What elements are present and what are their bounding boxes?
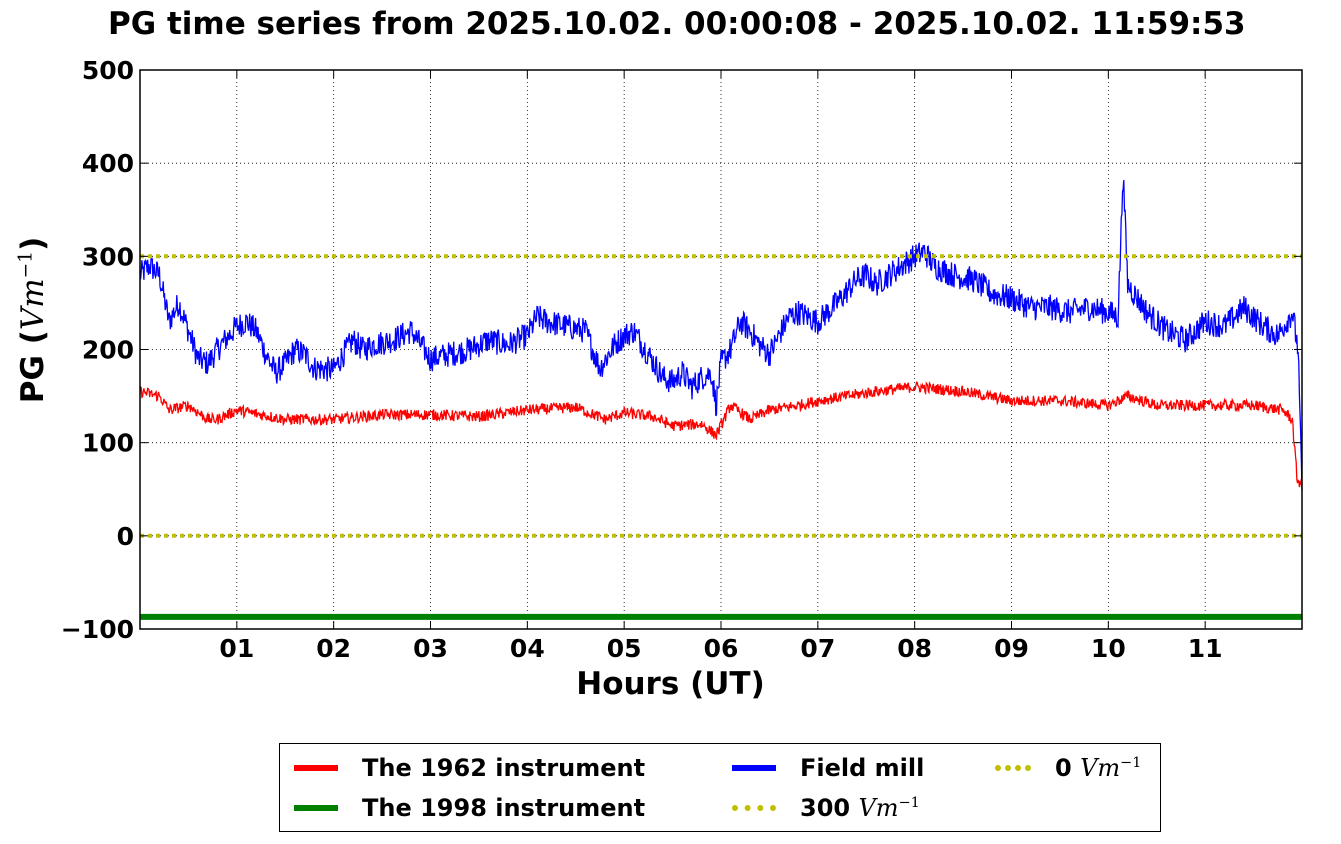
legend-unit-0-base: Vm	[1080, 754, 1121, 782]
x-tick-label: 09	[994, 634, 1029, 663]
legend-item-1962: The 1962 instrument	[294, 754, 645, 782]
y-tick-label: 500	[82, 56, 134, 85]
legend-label-1962: The 1962 instrument	[362, 754, 646, 782]
legend-unit-0: Vm−1	[1080, 754, 1141, 782]
y-axis-label-close: )	[15, 236, 51, 251]
x-tick-label: 01	[219, 634, 254, 663]
legend-item-field-mill: Field mill	[732, 754, 924, 782]
legend-label-field-mill: Field mill	[800, 754, 925, 782]
x-tick-label: 10	[1091, 634, 1126, 663]
y-tick-label: 400	[82, 149, 134, 178]
legend-label-0: 0	[1055, 754, 1072, 782]
y-axis-label-unit: Vm−1	[15, 251, 51, 330]
chart-title: PG time series from 2025.10.02. 00:00:08…	[108, 6, 1246, 42]
x-tick-label: 06	[704, 634, 739, 663]
series-line-field-mill	[139, 180, 1303, 491]
legend-unit-0-exp: −1	[1120, 755, 1142, 771]
legend-swatch-0	[995, 765, 1031, 771]
legend-unit-300-exp: −1	[898, 795, 920, 811]
legend-swatch-1962	[294, 765, 338, 771]
y-axis-unit-exp: −1	[15, 250, 37, 279]
legend-item-1998: The 1998 instrument	[294, 794, 645, 822]
x-tick-label: 05	[607, 634, 642, 663]
y-tick-label: 200	[82, 336, 134, 365]
legend-item-0: 0 Vm−1	[995, 754, 1141, 782]
legend-item-300: 300 Vm−1	[732, 794, 920, 822]
y-axis-label: PG (Vm−1)	[15, 237, 51, 404]
x-tick-label: 07	[800, 634, 835, 663]
x-tick-label: 08	[897, 634, 932, 663]
x-tick-label: 11	[1188, 634, 1223, 663]
legend-label-300: 300	[800, 794, 851, 822]
legend-swatch-300	[732, 805, 776, 811]
series-layer	[139, 180, 1303, 620]
y-tick-label: −100	[61, 615, 134, 644]
x-tick-label: 02	[316, 634, 351, 663]
y-axis-label-wrap: PG (Vm−1)	[8, 110, 58, 530]
y-axis-unit-base: Vm	[15, 278, 51, 331]
y-tick-label: 0	[117, 522, 134, 551]
y-axis-label-text: PG (	[15, 330, 51, 404]
series-line-the-1962-instrument	[139, 381, 1303, 488]
legend-swatch-1998	[294, 805, 338, 811]
ticks: 01 02 03 04 05 06 07 08 09 10 11 −100 0 100 200 300 400 5…	[61, 56, 1302, 663]
x-tick-label: 04	[510, 634, 545, 663]
legend-label-1998: The 1998 instrument	[362, 794, 646, 822]
legend: The 1962 instrument The 1998 instrument …	[279, 743, 1161, 832]
legend-unit-300-base: Vm	[858, 794, 899, 822]
legend-unit-300: Vm−1	[858, 794, 919, 822]
legend-swatch-field-mill	[732, 765, 776, 771]
x-axis-label: Hours (UT)	[576, 666, 765, 702]
y-tick-label: 300	[82, 242, 134, 271]
y-tick-label: 100	[82, 429, 134, 458]
x-tick-label: 03	[413, 634, 448, 663]
